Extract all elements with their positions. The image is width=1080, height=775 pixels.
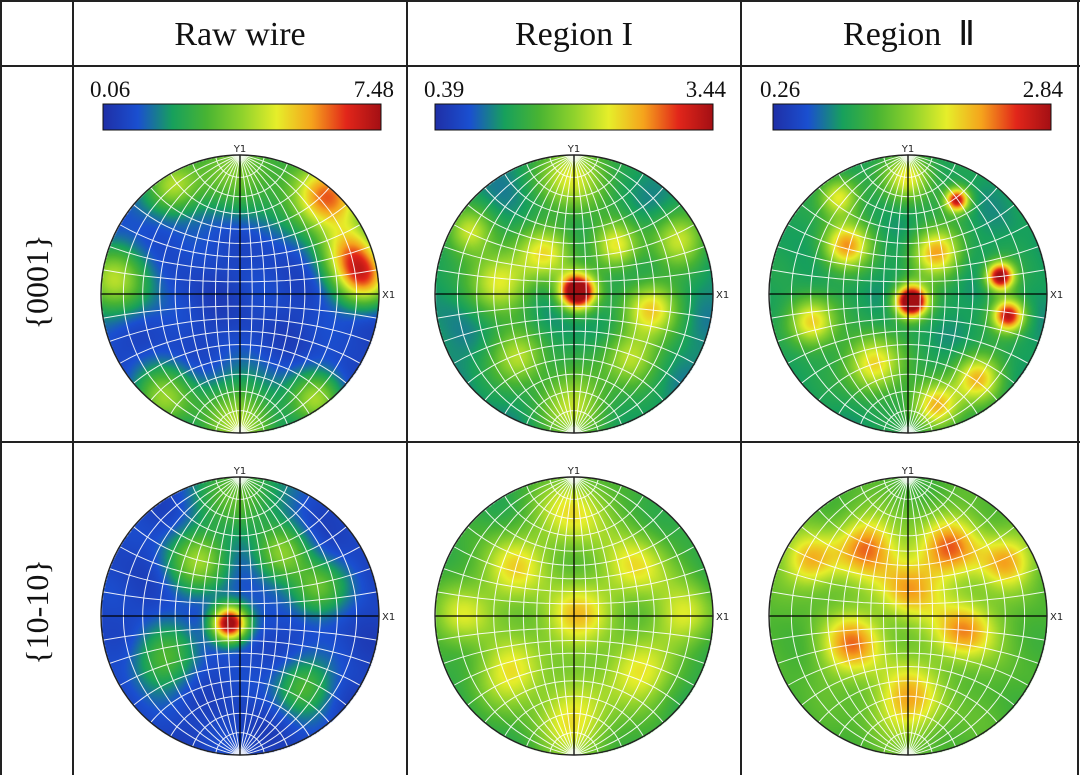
x1-axis-label: X1 [716,290,729,301]
colorbar-raw-wire: 0.06 7.48 [90,77,394,131]
pole-figure-outline [434,154,714,434]
pole-figure-0001-region-1: Y1 X1 [434,144,729,434]
row-label-10-10: {10-10} [19,559,55,664]
pole-figure-10-10-region-1: Y1 X1 [434,466,729,756]
pole-figures: Y1 X1 Y1 X1 Y1 X1 Y1 X1 Y1 X1 Y1 X1 [100,144,1063,756]
pole-figure-outline [100,154,380,434]
x1-axis-label: X1 [382,612,395,623]
colorbar-region-2: 0.26 2.84 [760,77,1064,131]
colorbar-gradient [772,103,1052,131]
pole-figure-outline [768,154,1048,434]
colorbar-max-label: 2.84 [1023,77,1064,102]
pole-figure-10-10-raw-wire: Y1 X1 [100,466,395,756]
colorbar-gradient [102,103,382,131]
x1-axis-label: X1 [1050,612,1063,623]
y1-axis-label: Y1 [233,466,246,477]
row-label-0001: {0001} [19,235,55,330]
colorbar-max-label: 3.44 [686,77,727,102]
x1-axis-label: X1 [716,612,729,623]
y1-axis-label: Y1 [901,466,914,477]
pole-figure-outline [100,476,380,756]
colorbar-min-label: 0.39 [424,77,464,102]
y1-axis-label: Y1 [901,144,914,155]
column-header-region-1: Region I [515,16,633,53]
y1-axis-label: Y1 [233,144,246,155]
pole-figure-outline [768,476,1048,756]
pole-figure-0001-raw-wire: Y1 X1 [100,144,395,434]
y1-axis-label: Y1 [567,466,580,477]
column-header-region-2: Region Ⅱ [843,16,975,53]
pole-figure-10-10-region-2: Y1 X1 [768,466,1063,756]
colorbar-region-1: 0.39 3.44 [424,77,727,131]
colorbar-gradient [434,103,714,131]
colorbar-min-label: 0.26 [760,77,800,102]
column-header-raw-wire: Raw wire [174,16,305,53]
colorbar-min-label: 0.06 [90,77,130,102]
x1-axis-label: X1 [1050,290,1063,301]
pole-figure-outline [434,476,714,756]
x1-axis-label: X1 [382,290,395,301]
colorbar-max-label: 7.48 [354,77,394,102]
y1-axis-label: Y1 [567,144,580,155]
pole-figure-0001-region-2: Y1 X1 [768,144,1063,434]
